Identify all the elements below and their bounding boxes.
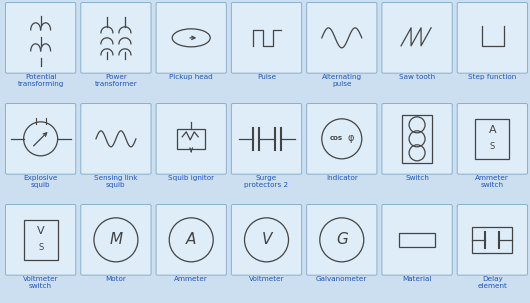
Text: Potential
transforming: Potential transforming xyxy=(17,74,64,87)
Text: S: S xyxy=(490,142,495,151)
Text: Surge
protectors 2: Surge protectors 2 xyxy=(244,175,288,188)
FancyBboxPatch shape xyxy=(457,205,527,275)
Bar xyxy=(402,115,432,163)
FancyBboxPatch shape xyxy=(307,2,377,73)
Bar xyxy=(177,129,205,149)
FancyBboxPatch shape xyxy=(457,2,527,73)
FancyBboxPatch shape xyxy=(232,2,302,73)
Text: cos: cos xyxy=(330,135,343,141)
FancyBboxPatch shape xyxy=(156,205,226,275)
Text: Ammeter
switch: Ammeter switch xyxy=(475,175,509,188)
FancyBboxPatch shape xyxy=(81,104,151,174)
Text: Material: Material xyxy=(402,276,432,282)
Text: Motor: Motor xyxy=(105,276,126,282)
Text: S: S xyxy=(38,243,43,252)
FancyBboxPatch shape xyxy=(156,2,226,73)
Text: V: V xyxy=(37,226,45,236)
Text: Explosive
squib: Explosive squib xyxy=(23,175,58,188)
FancyBboxPatch shape xyxy=(81,205,151,275)
Text: Voltmeter: Voltmeter xyxy=(249,276,284,282)
FancyBboxPatch shape xyxy=(5,2,76,73)
Bar xyxy=(475,119,509,159)
Bar xyxy=(24,220,58,260)
Text: Pulse: Pulse xyxy=(257,74,276,80)
Text: Squib ignitor: Squib ignitor xyxy=(168,175,214,181)
Text: M: M xyxy=(109,232,122,247)
FancyBboxPatch shape xyxy=(5,205,76,275)
FancyBboxPatch shape xyxy=(5,104,76,174)
Text: Power
transformer: Power transformer xyxy=(94,74,137,87)
Text: Galvanometer: Galvanometer xyxy=(316,276,367,282)
Text: Sensing link
squib: Sensing link squib xyxy=(94,175,138,188)
FancyBboxPatch shape xyxy=(382,205,452,275)
Text: Saw tooth: Saw tooth xyxy=(399,74,435,80)
Text: Step function: Step function xyxy=(468,74,516,80)
Text: A: A xyxy=(489,125,496,135)
FancyBboxPatch shape xyxy=(81,2,151,73)
FancyBboxPatch shape xyxy=(307,104,377,174)
FancyBboxPatch shape xyxy=(457,104,527,174)
Text: Switch: Switch xyxy=(405,175,429,181)
FancyBboxPatch shape xyxy=(382,104,452,174)
Bar xyxy=(399,233,435,247)
Text: Delay
element: Delay element xyxy=(478,276,507,289)
FancyBboxPatch shape xyxy=(232,104,302,174)
FancyBboxPatch shape xyxy=(232,205,302,275)
Text: G: G xyxy=(336,232,348,247)
FancyBboxPatch shape xyxy=(156,104,226,174)
Text: Ammeter: Ammeter xyxy=(174,276,208,282)
Text: Alternating
pulse: Alternating pulse xyxy=(322,74,362,87)
Text: A: A xyxy=(186,232,197,247)
Text: Indicator: Indicator xyxy=(326,175,358,181)
Text: Voltmeter
switch: Voltmeter switch xyxy=(23,276,58,289)
FancyBboxPatch shape xyxy=(307,205,377,275)
Text: φ: φ xyxy=(348,133,354,143)
FancyBboxPatch shape xyxy=(382,2,452,73)
Text: V: V xyxy=(261,232,272,247)
Bar xyxy=(472,227,513,253)
Text: Pickup head: Pickup head xyxy=(170,74,213,80)
